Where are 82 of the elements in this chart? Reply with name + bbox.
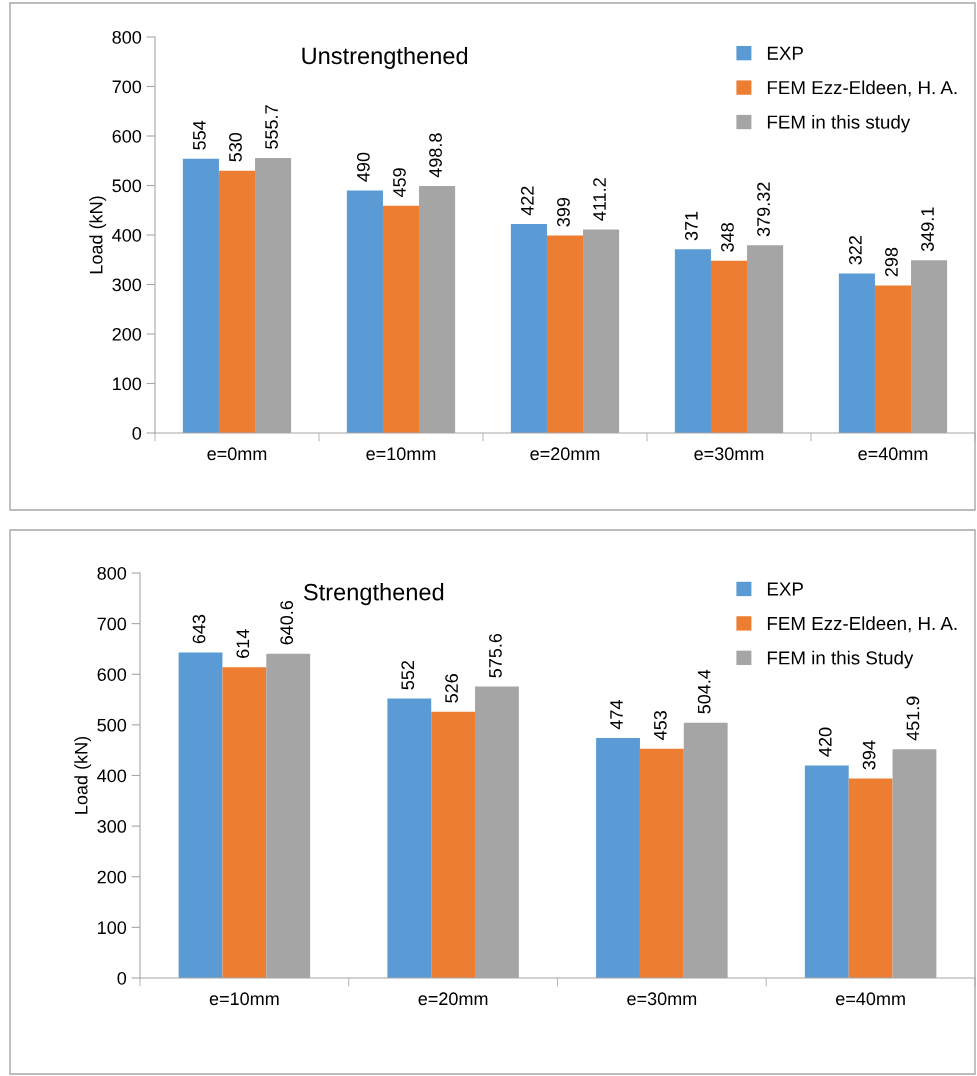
legend-label: EXP — [767, 582, 803, 596]
bar — [510, 224, 547, 433]
bar — [710, 260, 748, 433]
y-tick-label: 100 — [98, 921, 127, 935]
y-tick-label: 100 — [113, 377, 142, 391]
bar — [874, 285, 912, 433]
data-label: 474 — [610, 700, 623, 730]
data-label: 614 — [236, 629, 250, 658]
y-tick-label: 600 — [97, 668, 127, 681]
data-label: 530 — [229, 132, 242, 162]
y-tick-label: 0 — [117, 971, 127, 985]
data-label: 399 — [557, 197, 570, 227]
data-label: 575.6 — [489, 633, 502, 678]
data-label: 453 — [653, 711, 667, 740]
legend-label: FEM Ezz-Eldeen, H. A. — [767, 80, 957, 97]
bar — [838, 273, 875, 433]
data-label: 298 — [885, 247, 898, 277]
data-label: 554 — [193, 120, 206, 150]
x-tick-label: e=20mm — [530, 447, 600, 461]
bar — [178, 652, 223, 978]
bar — [848, 778, 893, 978]
data-label: 498.8 — [429, 133, 442, 178]
x-tick-label: e=0mm — [207, 447, 267, 461]
x-tick-label: e=10mm — [209, 992, 279, 1006]
bar — [382, 205, 420, 433]
y-tick-label: 400 — [112, 228, 142, 242]
bar — [596, 738, 640, 978]
data-label: 555.7 — [265, 105, 278, 149]
y-axis-title: Load (kN) — [74, 736, 92, 814]
data-label: 526 — [445, 674, 458, 703]
data-label: 411.2 — [593, 178, 606, 221]
data-label: 552 — [401, 661, 415, 690]
legend-label: FEM in this study — [767, 114, 911, 133]
data-label: 643 — [192, 614, 206, 644]
y-tick-label: 0 — [132, 426, 142, 440]
data-label: 422 — [520, 186, 534, 216]
y-tick-label: 700 — [97, 617, 127, 631]
data-label: 348 — [721, 223, 734, 252]
data-label: 379.32 — [757, 182, 770, 237]
bar — [546, 235, 584, 433]
bar — [222, 667, 267, 978]
x-tick-label: e=30mm — [694, 447, 764, 461]
data-label: 371 — [684, 211, 698, 241]
data-label: 322 — [848, 236, 862, 265]
x-tick-label: e=10mm — [366, 447, 436, 461]
chart-title: Strengthened — [303, 583, 444, 606]
y-axis-title: Load (kN) — [89, 196, 107, 274]
data-label: 504.4 — [697, 669, 711, 714]
y-tick-label: 500 — [97, 718, 127, 732]
legend-label: EXP — [767, 46, 803, 60]
data-label: 349.1 — [921, 207, 934, 252]
y-tick-label: 300 — [112, 278, 142, 292]
x-tick-label: e=30mm — [627, 992, 697, 1006]
bar — [639, 748, 684, 978]
y-tick-label: 600 — [112, 129, 142, 143]
bar — [674, 249, 711, 433]
legend-label: FEM Ezz-Eldeen, H. A. — [767, 616, 957, 633]
x-tick-label: e=40mm — [858, 447, 928, 461]
bar — [218, 170, 256, 433]
y-tick-label: 800 — [97, 566, 127, 580]
x-tick-label: e=20mm — [418, 992, 488, 1006]
bar — [431, 711, 476, 978]
y-tick-label: 300 — [97, 820, 127, 833]
data-label: 420 — [818, 727, 832, 757]
y-tick-label: 400 — [97, 769, 127, 783]
y-tick-label: 200 — [97, 870, 127, 884]
legend-label: FEM in this Study — [767, 650, 914, 669]
y-tick-label: 500 — [112, 179, 142, 193]
y-tick-label: 700 — [112, 80, 142, 94]
bar — [346, 190, 383, 433]
data-label: 490 — [356, 152, 370, 182]
data-label: 394 — [862, 740, 876, 770]
chart-title: Unstrengthened — [302, 46, 468, 69]
data-label: 451.9 — [906, 696, 920, 741]
data-label: 459 — [393, 168, 406, 198]
bar — [804, 765, 849, 978]
y-tick-label: 200 — [112, 327, 142, 341]
bar — [182, 158, 219, 433]
bar — [387, 698, 432, 978]
data-label: 640.6 — [280, 600, 294, 645]
x-tick-label: e=40mm — [836, 992, 905, 1006]
y-tick-label: 800 — [112, 30, 142, 44]
